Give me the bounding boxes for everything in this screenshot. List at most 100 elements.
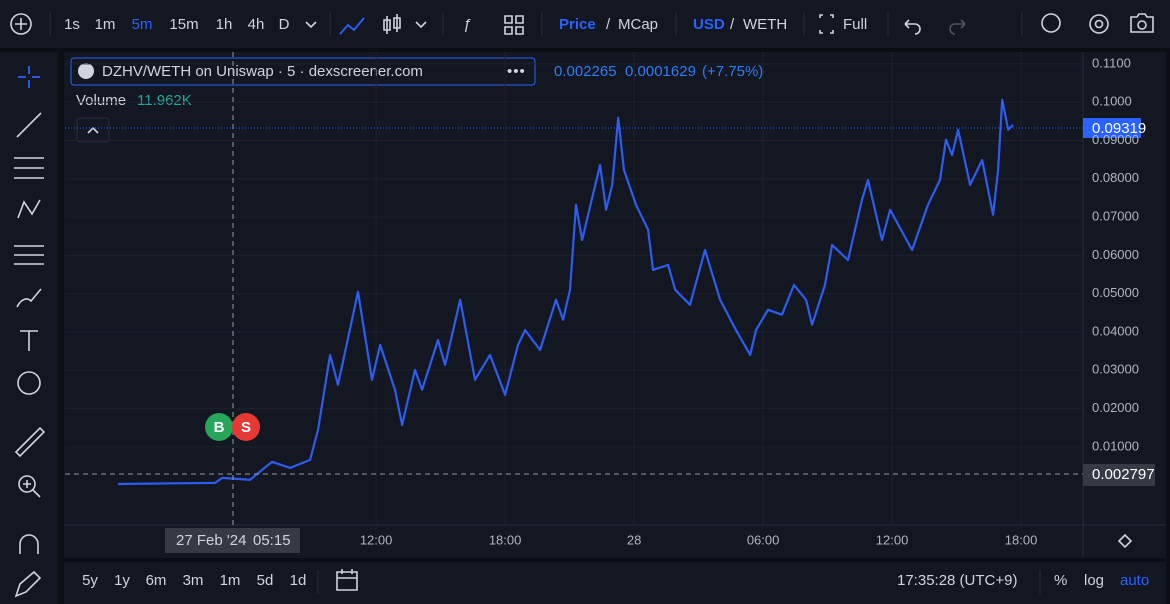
volume-label: Volume [76,92,126,109]
y-tick-label: 0.01000 [1092,438,1139,453]
volume-value: 11.962K [137,92,192,109]
log-toggle[interactable]: log [1084,572,1104,589]
axis-settings-icon[interactable] [1117,533,1133,549]
range-button[interactable]: 5d [257,572,274,589]
candle-icon[interactable] [383,14,401,34]
collapse-button[interactable] [76,117,110,143]
usd-toggle[interactable]: USD [693,16,725,33]
y-tick-label: 0.02000 [1092,400,1139,415]
last-price-tag [1083,118,1141,138]
token-icon [78,63,94,79]
range-button[interactable]: 3m [183,572,204,589]
cursor-price-tag [1083,464,1155,486]
chevron[interactable] [305,21,317,29]
y-tick-label: 0.08000 [1092,170,1139,185]
y-tick-label: 0.06000 [1092,247,1139,262]
goto-date-icon[interactable] [336,569,358,591]
interval-button[interactable]: 1h [216,16,233,33]
redo-icon[interactable] [949,19,966,35]
prediction-tool[interactable] [14,245,44,265]
clock: 17:35:28 (UTC+9) [897,572,1017,589]
buy-marker-text: B [214,419,225,436]
symbol-title: DZHV/WETH on Uniswap · 5 · dexscreener.c… [102,63,423,80]
text-tool[interactable] [20,330,38,351]
left-toolbar [0,52,58,604]
add-icon-plus [15,18,27,30]
y-tick-label: 0.1000 [1092,94,1132,109]
sell-marker[interactable] [232,413,260,441]
symbol-box[interactable] [70,57,536,86]
x-tick-label: 12:00 [360,532,393,547]
crosshair-tool[interactable] [18,66,40,88]
x-tick-label: 18:00 [489,532,522,547]
fx-icon[interactable]: ƒ [463,16,471,33]
add-icon[interactable] [10,13,32,35]
y-tick-label: 0.07000 [1092,209,1139,224]
zoom-tool-mark [23,480,41,498]
weth-toggle[interactable]: WETH [743,16,787,33]
lock-draw-tool[interactable] [14,570,42,598]
x-tick-label: 18:00 [1005,532,1038,547]
zoom-tool[interactable] [18,475,36,493]
camera-icon[interactable] [1130,13,1154,33]
alert-icon[interactable] [1041,13,1061,33]
interval-button[interactable]: 15m [169,16,198,33]
y-tick-label: 0.04000 [1092,323,1139,338]
undo-icon[interactable] [904,19,921,35]
line-style-icon[interactable] [339,17,365,35]
range-button[interactable]: 5y [82,572,98,589]
brush-tool[interactable] [16,288,42,308]
last-price-text: 0.09319 [1092,120,1146,137]
fib-tool[interactable] [14,157,44,179]
pattern-tool[interactable] [17,199,41,219]
cursor-price-text: 0.002797 [1092,466,1155,483]
x-tick-label: 06:00 [747,532,780,547]
interval-button[interactable]: 1m [95,16,116,33]
y-tick-label: 0.09000 [1092,132,1139,147]
range-button[interactable]: 1m [220,572,241,589]
crosshair-time-tag [165,528,300,553]
range-button[interactable]: 6m [146,572,167,589]
trendline-tool[interactable] [16,112,42,138]
price-line [118,98,1014,486]
x-tick-label: 12:00 [876,532,909,547]
camera-lens [1137,20,1147,30]
magnet-tool[interactable] [19,534,39,554]
range-button[interactable]: 1d [290,572,307,589]
interval-button[interactable]: D [279,16,290,33]
layout-icon[interactable] [504,15,524,35]
y-tick-label: 0.05000 [1092,285,1139,300]
legend-change: 0.0001629 [625,63,696,80]
interval-button[interactable]: 4h [248,16,265,33]
more-dots[interactable]: ••• [507,63,526,80]
range-button[interactable]: 1y [114,572,130,589]
chevron[interactable] [415,21,427,29]
legend-price: 0.002265 [554,63,617,80]
separator-slash: / [730,16,735,33]
ruler-tool[interactable] [14,426,46,458]
plot-area [65,52,1083,525]
legend-percent: (+7.75%) [702,63,763,80]
interval-button[interactable]: 5m [132,16,153,33]
y-tick-label: 0.03000 [1092,362,1139,377]
buy-marker[interactable] [205,413,233,441]
interval-button[interactable]: 1s [64,16,80,33]
y-tick-label: 0.1100 [1092,55,1131,70]
percent-toggle[interactable]: % [1054,572,1067,589]
auto-toggle[interactable]: auto [1120,572,1149,589]
top-toolbar [0,0,1170,48]
settings-icon-core [1094,19,1104,29]
separator-slash: / [606,16,611,33]
crosshair-time: 05:15 [253,532,291,549]
full-icon[interactable] [819,14,834,34]
x-tick-label: 28 [627,532,641,547]
sell-marker-text: S [241,419,251,436]
emoji-tool[interactable] [17,371,41,395]
crosshair-date: 27 Feb '24 [176,532,246,549]
full-button[interactable]: Full [843,16,867,33]
bottom-toolbar [64,562,1166,604]
settings-icon[interactable] [1089,14,1109,34]
price-toggle[interactable]: Price [559,16,596,33]
mcap-toggle[interactable]: MCap [618,16,658,33]
